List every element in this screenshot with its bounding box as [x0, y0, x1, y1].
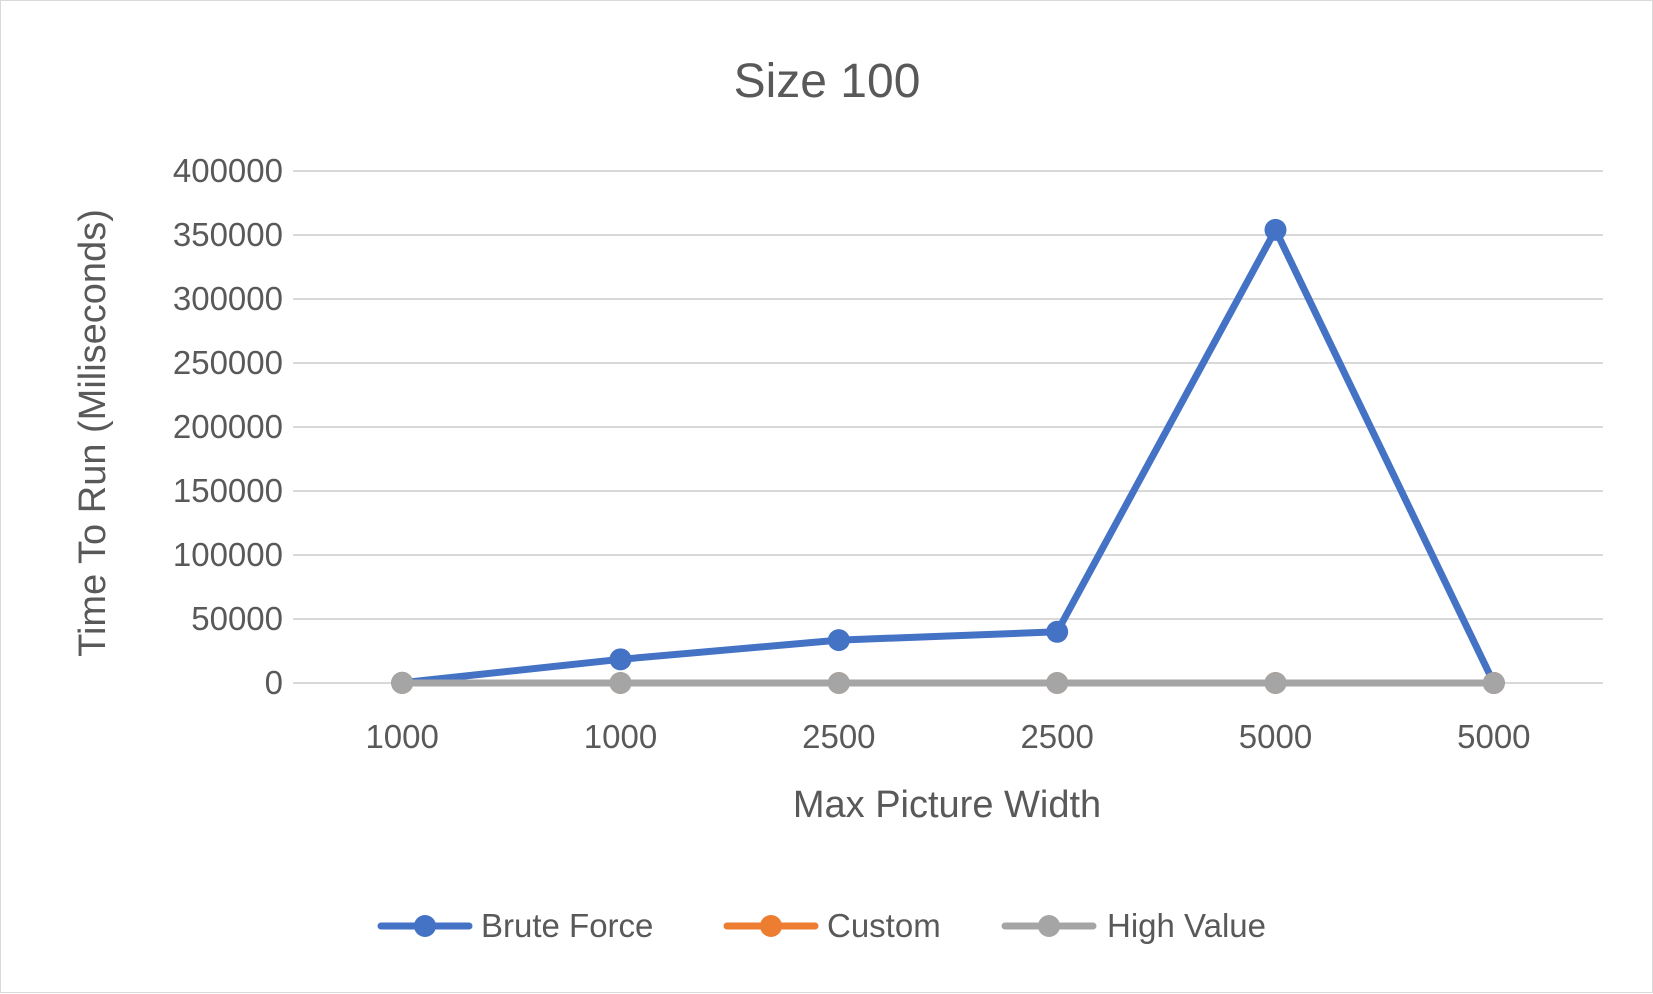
y-tick-label: 0 [265, 664, 283, 701]
y-axis-label: Time To Run (Miliseconds) [72, 209, 114, 657]
x-tick-label: 5000 [1239, 718, 1312, 755]
legend-swatch-marker [1038, 915, 1060, 937]
legend: Brute Force Custom High Value [377, 907, 1266, 944]
legend-label: High Value [1107, 907, 1266, 944]
data-point [1264, 218, 1287, 241]
data-point [609, 648, 632, 671]
y-tick-label: 350000 [173, 216, 283, 253]
series-high-value [391, 672, 1505, 694]
data-point [1046, 672, 1069, 694]
data-point [391, 672, 414, 694]
x-tick-label: 1000 [365, 718, 438, 755]
y-tick-label: 250000 [173, 344, 283, 381]
legend-item: Brute Force [377, 907, 653, 944]
y-axis-ticks: 0 50000 100000 150000 200000 250000 300000 3500… [173, 152, 283, 701]
x-tick-label: 5000 [1457, 718, 1530, 755]
legend-swatch-marker [760, 915, 782, 937]
x-tick-label: 2500 [802, 718, 875, 755]
series-group [391, 218, 1505, 694]
legend-label: Brute Force [481, 907, 653, 944]
y-tick-label: 200000 [173, 408, 283, 445]
data-point [1264, 672, 1287, 694]
y-tick-label: 50000 [191, 600, 283, 637]
legend-swatch-marker [414, 915, 436, 937]
data-point [827, 629, 850, 652]
x-axis-label: Max Picture Width [793, 784, 1101, 826]
data-point [1046, 620, 1069, 643]
chart-title: Size 100 [734, 55, 921, 108]
x-tick-label: 2500 [1020, 718, 1093, 755]
data-point [827, 672, 850, 694]
legend-item: High Value [1001, 907, 1266, 944]
x-axis-ticks: 1000 1000 2500 2500 5000 5000 [365, 718, 1530, 755]
legend-label: Custom [827, 907, 941, 944]
gridlines [293, 170, 1603, 684]
y-tick-label: 300000 [173, 280, 283, 317]
series-brute-force [391, 218, 1505, 694]
x-tick-label: 1000 [584, 718, 657, 755]
y-tick-label: 100000 [173, 536, 283, 573]
y-tick-label: 400000 [173, 152, 283, 189]
series-line [398, 226, 1498, 687]
data-point [1482, 672, 1505, 694]
legend-item: Custom [723, 907, 941, 944]
y-tick-label: 150000 [173, 472, 283, 509]
data-point [609, 672, 632, 694]
